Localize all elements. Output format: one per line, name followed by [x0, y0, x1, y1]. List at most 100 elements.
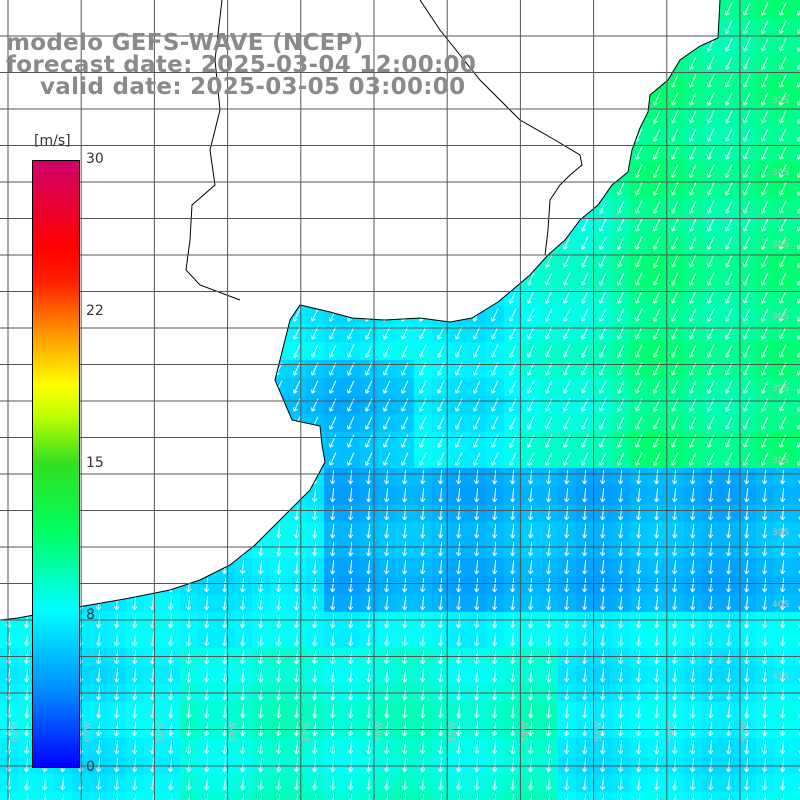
- wind-arrow: [401, 416, 409, 430]
- wind-cell: [702, 774, 721, 793]
- wind-arrow: [654, 523, 660, 539]
- wind-cell: [468, 558, 487, 577]
- wind-arrow: [329, 452, 337, 466]
- wind-cell: [162, 774, 181, 793]
- wind-cell: [0, 702, 19, 721]
- wind-arrow: [258, 595, 264, 611]
- wind-cell: [756, 738, 775, 757]
- wind-arrow: [440, 793, 443, 800]
- wind-arrow: [707, 236, 715, 250]
- wind-arrow: [491, 452, 499, 466]
- wind-arrow: [618, 739, 624, 755]
- wind-cell: [774, 108, 793, 127]
- wind-cell: [684, 702, 703, 721]
- wind-arrow: [599, 236, 607, 250]
- wind-cell: [684, 612, 703, 631]
- wind-cell: [738, 342, 757, 361]
- wind-cell: [720, 558, 739, 577]
- wind-cell: [666, 774, 685, 793]
- wind-arrow: [312, 739, 318, 755]
- wind-cell: [774, 378, 793, 397]
- wind-cell: [522, 360, 541, 379]
- wind-cell: [522, 630, 541, 649]
- wind-arrow: [260, 793, 263, 800]
- wind-arrow: [689, 92, 697, 106]
- wind-cell: [522, 324, 541, 343]
- wind-cell: [792, 774, 800, 793]
- wind-cell: [720, 234, 739, 253]
- wind-cell: [396, 540, 415, 559]
- wind-cell: [576, 666, 595, 685]
- wind-arrow: [204, 775, 210, 791]
- wind-cell: [666, 594, 685, 613]
- wind-cell: [720, 468, 739, 487]
- wind-arrow: [492, 487, 498, 503]
- wind-cell: [594, 774, 613, 793]
- wind-cell: [342, 414, 361, 433]
- wind-arrow: [726, 541, 732, 557]
- wind-cell: [522, 576, 541, 595]
- wind-cell: [450, 738, 469, 757]
- wind-cell: [756, 414, 775, 433]
- wind-arrow: [546, 613, 552, 629]
- country-border: [419, 0, 583, 256]
- wind-arrow: [438, 613, 444, 629]
- wind-arrow: [690, 703, 696, 719]
- wind-cell: [720, 630, 739, 649]
- wind-cell: [252, 630, 271, 649]
- wind-arrow: [653, 182, 661, 196]
- wind-arrow: [276, 559, 282, 575]
- wind-arrow: [60, 775, 66, 791]
- wind-arrow: [294, 631, 300, 647]
- wind-arrow: [743, 434, 751, 448]
- wind-arrow: [528, 775, 534, 791]
- wind-arrow: [258, 631, 264, 647]
- wind-cell: [702, 576, 721, 595]
- wind-arrow: [294, 541, 300, 557]
- wind-cell: [792, 198, 800, 217]
- wind-arrow: [456, 613, 462, 629]
- wind-cell: [378, 576, 397, 595]
- wind-cell: [288, 648, 307, 667]
- wind-cell: [630, 288, 649, 307]
- wind-cell: [666, 270, 685, 289]
- wind-cell: [522, 414, 541, 433]
- wind-arrow: [654, 487, 660, 503]
- wind-arrow: [384, 703, 390, 719]
- wind-arrow: [348, 739, 354, 755]
- wind-cell: [738, 306, 757, 325]
- wind-arrow: [564, 595, 570, 611]
- wind-arrow: [474, 559, 480, 575]
- wind-arrow: [779, 236, 787, 250]
- wind-arrow: [438, 505, 444, 521]
- wind-cell: [576, 270, 595, 289]
- wind-arrow: [419, 434, 427, 448]
- wind-arrow: [366, 739, 372, 755]
- wind-cell: [378, 342, 397, 361]
- wind-arrow: [242, 793, 245, 800]
- wind-arrow: [527, 416, 535, 430]
- wind-cell: [630, 198, 649, 217]
- wind-arrow: [726, 703, 732, 719]
- wind-arrow: [599, 254, 607, 268]
- wind-arrow: [671, 164, 679, 178]
- wind-arrow: [258, 541, 264, 557]
- wind-cell: [576, 630, 595, 649]
- wind-cell: [324, 486, 343, 505]
- wind-arrow: [44, 793, 47, 800]
- wind-cell: [288, 630, 307, 649]
- wind-arrow: [780, 667, 786, 683]
- wind-cell: [648, 288, 667, 307]
- wind-cell: [738, 0, 757, 19]
- wind-cell: [378, 504, 397, 523]
- wind-cell: [432, 486, 451, 505]
- wind-cell: [216, 630, 235, 649]
- wind-arrow: [24, 631, 30, 647]
- wind-arrow: [779, 200, 787, 214]
- wind-arrow: [563, 236, 571, 250]
- wind-arrow: [114, 775, 120, 791]
- wind-arrow: [600, 631, 606, 647]
- lat-label: 35S: [772, 240, 790, 250]
- wind-arrow: [602, 793, 605, 800]
- wind-cell: [774, 54, 793, 73]
